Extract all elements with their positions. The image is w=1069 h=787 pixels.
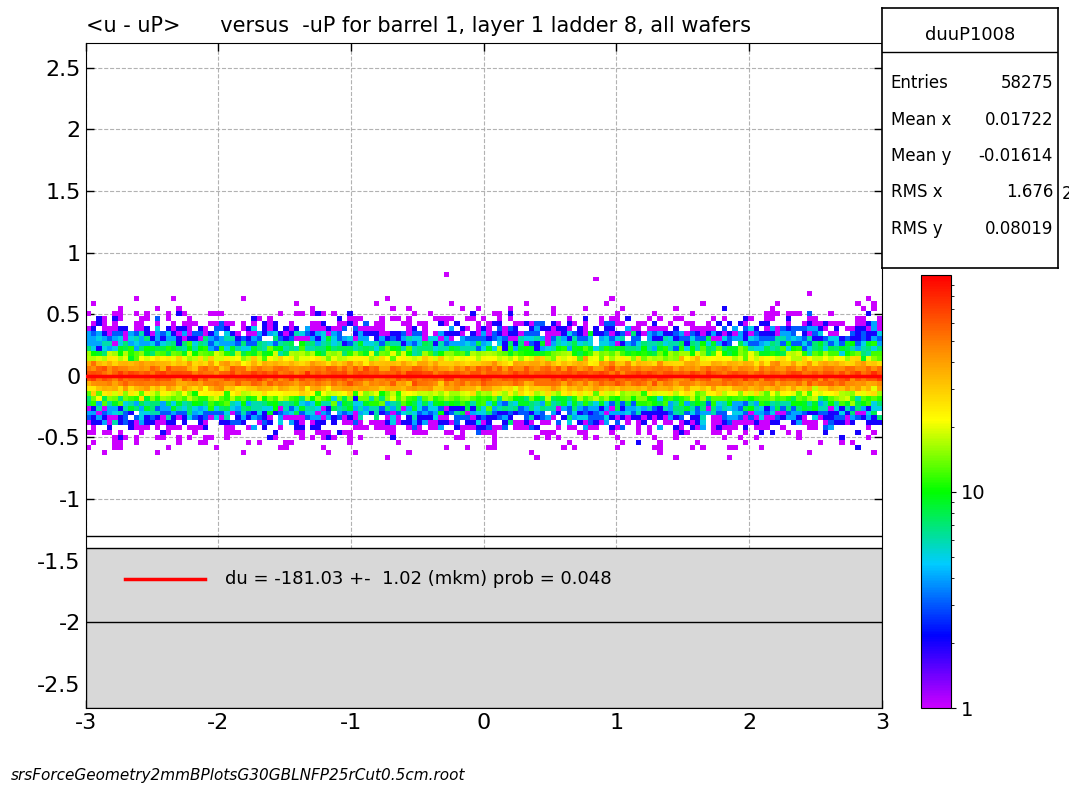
Text: -0.01614: -0.01614 bbox=[978, 147, 1053, 165]
Text: srsForceGeometry2mmBPlotsG30GBLNFP25rCut0.5cm.root: srsForceGeometry2mmBPlotsG30GBLNFP25rCut… bbox=[11, 768, 465, 783]
Text: RMS x: RMS x bbox=[890, 183, 943, 201]
Text: Mean y: Mean y bbox=[890, 147, 951, 165]
Text: du = -181.03 +-  1.02 (mkm) prob = 0.048: du = -181.03 +- 1.02 (mkm) prob = 0.048 bbox=[224, 570, 611, 588]
Text: duuP1008: duuP1008 bbox=[925, 26, 1016, 44]
FancyBboxPatch shape bbox=[86, 549, 882, 708]
Text: 58275: 58275 bbox=[1001, 74, 1053, 92]
Text: 1.676: 1.676 bbox=[1006, 183, 1053, 201]
Text: Entries: Entries bbox=[890, 74, 948, 92]
Text: Mean x: Mean x bbox=[890, 110, 951, 128]
Text: <u - uP>      versus  -uP for barrel 1, layer 1 ladder 8, all wafers: <u - uP> versus -uP for barrel 1, layer … bbox=[86, 17, 750, 36]
Text: 2: 2 bbox=[1062, 186, 1069, 203]
Text: 0.08019: 0.08019 bbox=[985, 220, 1053, 238]
Text: RMS y: RMS y bbox=[890, 220, 943, 238]
Text: 0.01722: 0.01722 bbox=[985, 110, 1053, 128]
